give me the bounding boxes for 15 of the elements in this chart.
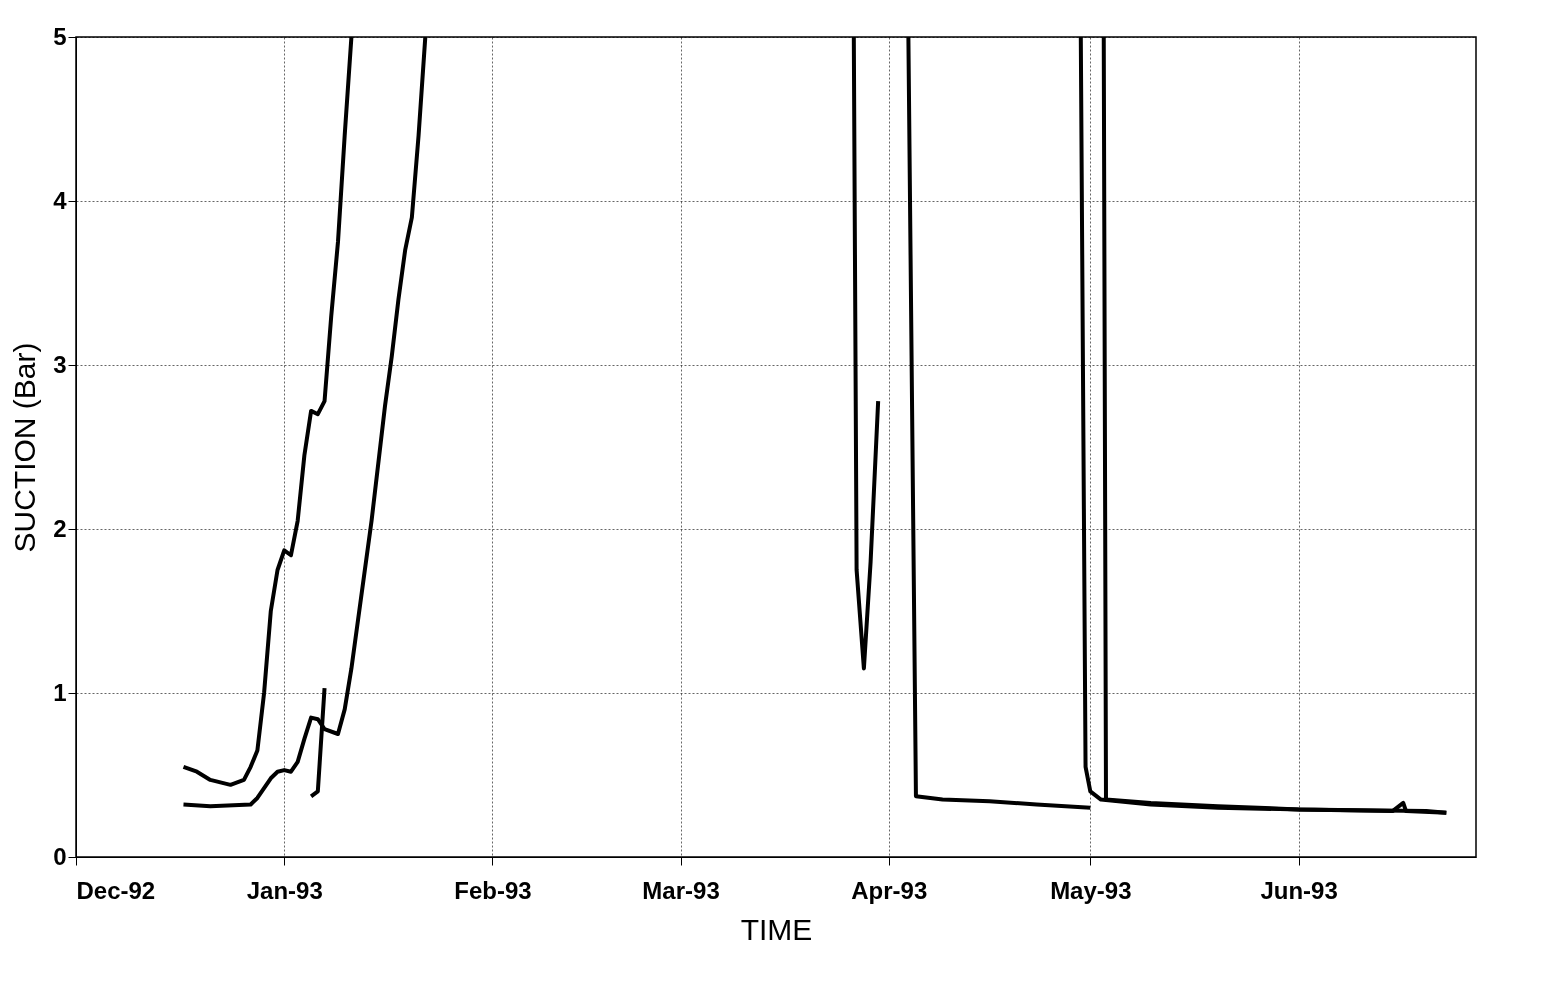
x-tick-label: Dec-92 (76, 876, 156, 904)
x-tick-label: Mar-93 (642, 876, 720, 904)
y-tick-label: 5 (53, 22, 67, 50)
y-tick-label: 3 (53, 350, 67, 378)
x-tick-label: May-93 (1050, 876, 1132, 904)
y-tick-label: 1 (53, 678, 67, 706)
x-tick-label: Feb-93 (454, 876, 532, 904)
x-tick-label: Apr-93 (851, 876, 928, 904)
y-tick-label: 2 (53, 514, 67, 542)
x-tick-label: Jun-93 (1260, 876, 1338, 904)
y-tick-label: 0 (53, 842, 67, 870)
y-tick-label: 4 (53, 186, 68, 214)
x-axis-title: TIME (740, 912, 813, 946)
x-tick-label: Jan-93 (246, 876, 323, 904)
y-axis-title: SUCTION (Bar) (8, 342, 42, 553)
